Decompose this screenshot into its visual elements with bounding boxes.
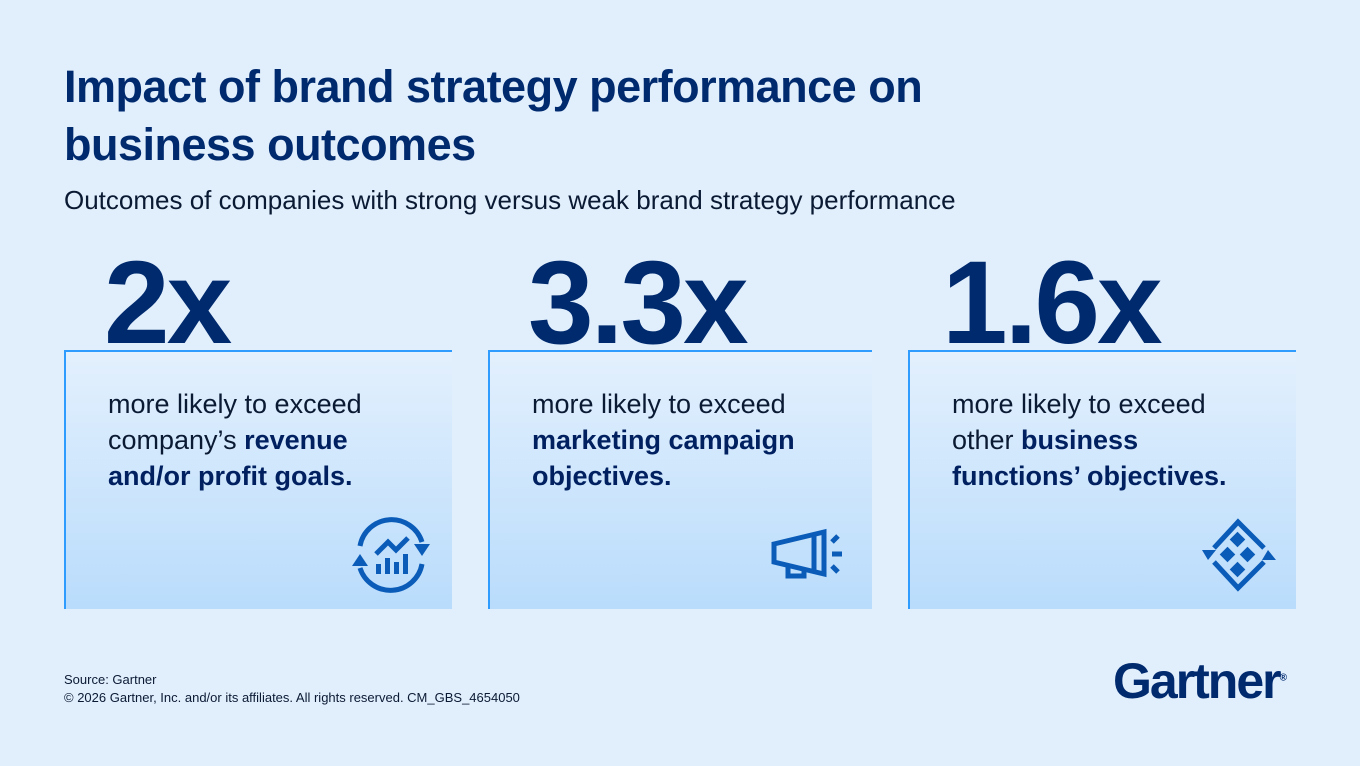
desc-text: more likely to exceed company’s xyxy=(108,389,362,455)
logo-registered-mark: ® xyxy=(1279,672,1287,684)
desc-bold: marketing campaign objectives. xyxy=(532,425,795,491)
gartner-logo: Gartner® xyxy=(1113,652,1287,710)
megaphone-icon xyxy=(771,528,842,579)
desc-text: more likely to exceed xyxy=(532,389,786,419)
source-note: Source: Gartner xyxy=(64,672,157,687)
desc-bold: revenue and/or profit goals. xyxy=(108,425,353,491)
page-subtitle: Outcomes of companies with strong versus… xyxy=(64,185,956,215)
desc-text: more likely to exceed other xyxy=(952,389,1206,455)
page-title: Impact of brand strategy performance on … xyxy=(64,61,923,170)
stat-value: 3.3x xyxy=(528,237,749,369)
stat-value: 1.6x xyxy=(942,237,1163,369)
desc-bold: business functions’ objectives. xyxy=(952,425,1227,491)
logo-text: Gartner xyxy=(1113,653,1282,709)
stat-description: more likely to exceed other business fun… xyxy=(952,386,1272,494)
stat-card-revenue: more likely to exceed company’s revenue … xyxy=(64,350,452,609)
copyright-note: © 2026 Gartner, Inc. and/or its affiliat… xyxy=(64,690,520,705)
diamond-cycle-icon xyxy=(1202,518,1276,592)
stat-description: more likely to exceed company’s revenue … xyxy=(108,386,428,494)
revenue-growth-cycle-icon xyxy=(352,517,430,593)
stat-card-business-functions: more likely to exceed other business fun… xyxy=(908,350,1296,609)
stat-description: more likely to exceed marketing campaign… xyxy=(532,386,852,494)
stat-value: 2x xyxy=(104,237,232,369)
stat-card-marketing: more likely to exceed marketing campaign… xyxy=(488,350,872,609)
